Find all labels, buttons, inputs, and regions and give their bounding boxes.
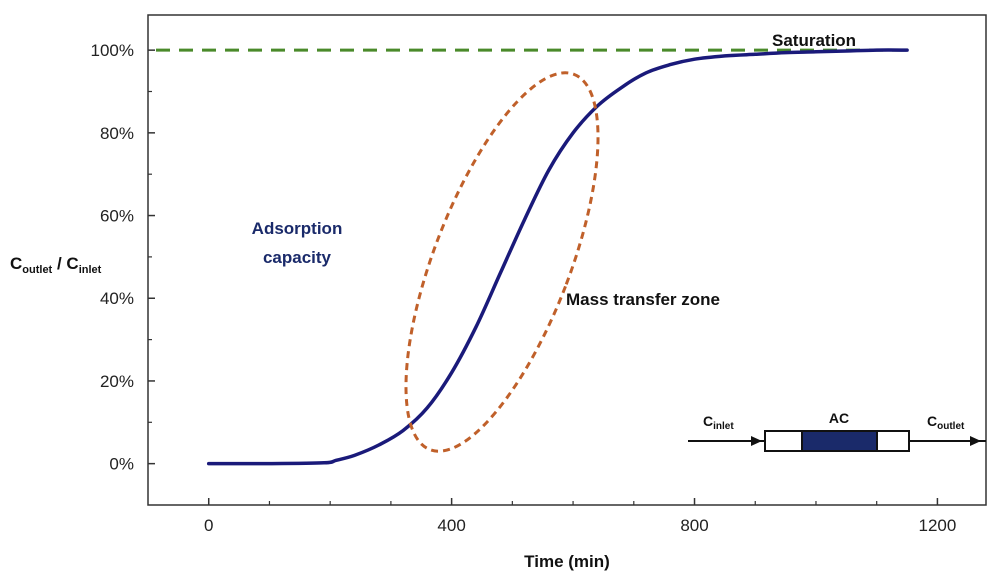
inset-activated-carbon-bed bbox=[801, 430, 878, 452]
adsorption-capacity-annotation-line2: capacity bbox=[263, 248, 332, 267]
inset-outlet-c: C bbox=[927, 413, 937, 429]
inset-arrow-out-icon bbox=[970, 436, 981, 446]
x-tick-label: 1200 bbox=[919, 516, 957, 535]
x-tick-label: 800 bbox=[680, 516, 708, 535]
mass-transfer-zone-ellipse bbox=[404, 71, 600, 453]
adsorption-capacity-annotation-line1: Adsorption bbox=[252, 219, 343, 238]
inset-arrow-in-icon bbox=[751, 436, 762, 446]
inset-inlet-c: C bbox=[703, 413, 713, 429]
inset-ac-label: AC bbox=[829, 410, 849, 426]
y-axis-label-sep: / bbox=[52, 254, 66, 273]
saturation-annotation: Saturation bbox=[772, 31, 856, 50]
x-axis-ticks: 0 400 800 1200 bbox=[204, 498, 956, 535]
x-axis-label: Time (min) bbox=[524, 552, 610, 571]
mass-transfer-zone-annotation: Mass transfer zone bbox=[566, 290, 720, 309]
inset-outlet-label: Coutlet bbox=[927, 413, 965, 432]
column-inset: AC Cinlet Coutlet bbox=[688, 410, 986, 452]
y-axis-label-c2: C bbox=[66, 254, 78, 273]
y-axis-label-sub1: outlet bbox=[22, 264, 52, 276]
y-tick-label: 20% bbox=[100, 372, 134, 391]
y-tick-label: 40% bbox=[100, 289, 134, 308]
inset-inlet-sub: inlet bbox=[713, 421, 734, 432]
y-axis-ticks: 0% 20% 40% 60% 80% 100% bbox=[91, 41, 155, 474]
x-tick-label: 400 bbox=[437, 516, 465, 535]
y-axis-label-c1: C bbox=[10, 254, 22, 273]
breakthrough-curve bbox=[206, 48, 909, 466]
y-axis-label: Coutlet / Cinlet bbox=[10, 254, 102, 276]
inset-outlet-sub: outlet bbox=[937, 421, 965, 432]
y-tick-label: 80% bbox=[100, 124, 134, 143]
y-axis-label-sub2: inlet bbox=[79, 264, 102, 276]
y-tick-label: 60% bbox=[100, 207, 134, 226]
x-tick-label: 0 bbox=[204, 516, 213, 535]
y-tick-label: 0% bbox=[109, 455, 134, 474]
plot-frame bbox=[147, 14, 987, 506]
y-tick-label: 100% bbox=[91, 41, 134, 60]
inset-inlet-label: Cinlet bbox=[703, 413, 734, 432]
